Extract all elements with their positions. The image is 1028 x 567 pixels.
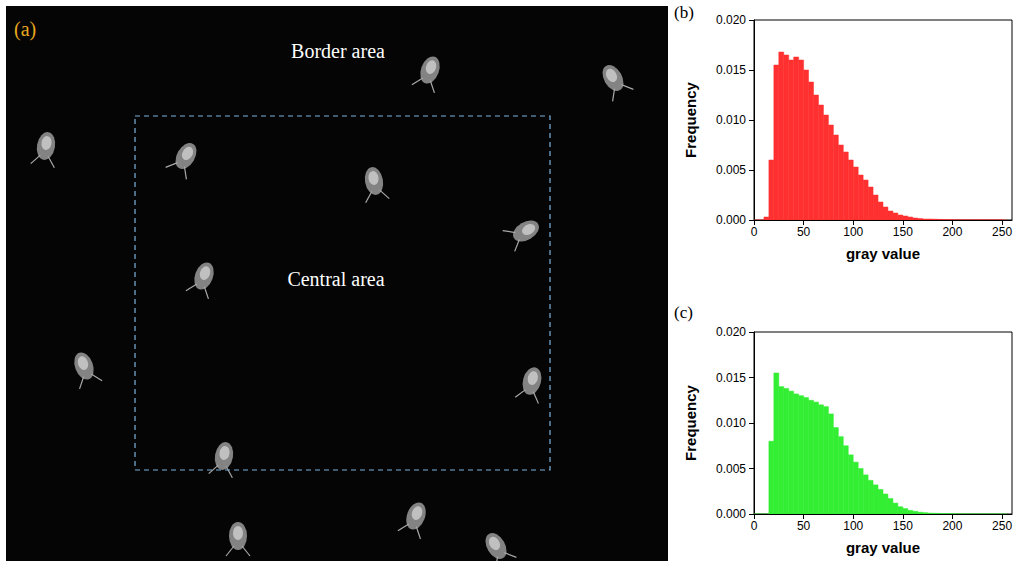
svg-text:0.000: 0.000 — [716, 507, 746, 521]
svg-text:0.010: 0.010 — [716, 416, 746, 430]
svg-text:(c): (c) — [674, 303, 693, 322]
svg-text:100: 100 — [843, 519, 863, 533]
svg-text:150: 150 — [893, 519, 913, 533]
svg-text:(b): (b) — [674, 3, 694, 22]
svg-text:200: 200 — [942, 519, 962, 533]
svg-text:Central area: Central area — [287, 268, 384, 290]
svg-text:150: 150 — [893, 225, 913, 239]
svg-text:gray value: gray value — [846, 245, 920, 262]
svg-text:Frequency: Frequency — [682, 81, 699, 158]
svg-text:0.015: 0.015 — [716, 371, 746, 385]
svg-text:Border area: Border area — [291, 40, 385, 62]
svg-text:0: 0 — [751, 519, 758, 533]
svg-text:(a): (a) — [14, 18, 36, 41]
svg-text:0.005: 0.005 — [716, 163, 746, 177]
svg-text:250: 250 — [992, 225, 1012, 239]
svg-text:Frequency: Frequency — [682, 384, 699, 461]
svg-text:0: 0 — [751, 225, 758, 239]
svg-text:0.005: 0.005 — [716, 462, 746, 476]
svg-text:0.020: 0.020 — [716, 325, 746, 339]
svg-text:0.010: 0.010 — [716, 113, 746, 127]
svg-text:50: 50 — [797, 225, 811, 239]
svg-text:gray value: gray value — [846, 539, 920, 556]
svg-text:250: 250 — [992, 519, 1012, 533]
svg-text:0.015: 0.015 — [716, 63, 746, 77]
svg-text:50: 50 — [797, 519, 811, 533]
svg-text:0.020: 0.020 — [716, 13, 746, 27]
svg-text:100: 100 — [843, 225, 863, 239]
svg-text:200: 200 — [942, 225, 962, 239]
svg-text:0.000: 0.000 — [716, 213, 746, 227]
